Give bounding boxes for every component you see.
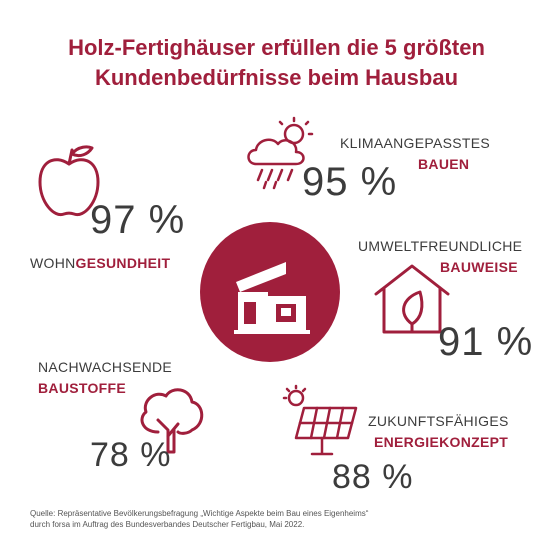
source-line-2: durch forsa im Auftrag des Bundesverband… xyxy=(30,520,305,529)
label-accent: GESUNDHEIT xyxy=(75,255,171,271)
label-baustoffe-accent: BAUSTOFFE xyxy=(38,380,126,396)
center-badge xyxy=(200,222,340,362)
label-plain: WOHN xyxy=(30,255,76,271)
label-energie-plain: ZUKUNFTSFÄHIGES xyxy=(368,413,509,429)
label-umwelt-accent: BAUWEISE xyxy=(440,259,518,275)
prefab-house-icon xyxy=(234,262,310,334)
apple-icon xyxy=(38,145,100,217)
label-energie-accent: ENERGIEKONZEPT xyxy=(374,434,509,450)
eco-house-icon xyxy=(374,264,450,334)
label-klima-plain: KLIMAANGEPASSTES xyxy=(340,135,491,151)
value-wohngesundheit: 97 % xyxy=(90,198,186,242)
value-baustoffe: 78 % xyxy=(90,436,172,474)
value-klima: 95 % xyxy=(302,160,398,204)
headline-line-2: Kundenbedürfnisse beim Hausbau xyxy=(94,65,459,90)
solar-panel-icon xyxy=(282,384,358,456)
label-klima-accent: BAUEN xyxy=(418,156,470,172)
tree-icon xyxy=(140,388,204,454)
label-umwelt-plain: UMWELTFREUNDLICHE xyxy=(358,238,523,254)
label-baustoffe-plain: NACHWACHSENDE xyxy=(38,359,173,375)
source-line-1: Quelle: Repräsentative Bevölkerungsbefra… xyxy=(30,509,369,518)
weather-cloud-icon xyxy=(247,116,314,190)
value-energie: 88 % xyxy=(332,458,414,496)
label-wohngesundheit: WOHNGESUNDHEIT xyxy=(30,254,170,273)
value-umwelt: 91 % xyxy=(438,320,534,364)
headline-line-1: Holz-Fertighäuser erfüllen die 5 größten xyxy=(68,35,485,60)
